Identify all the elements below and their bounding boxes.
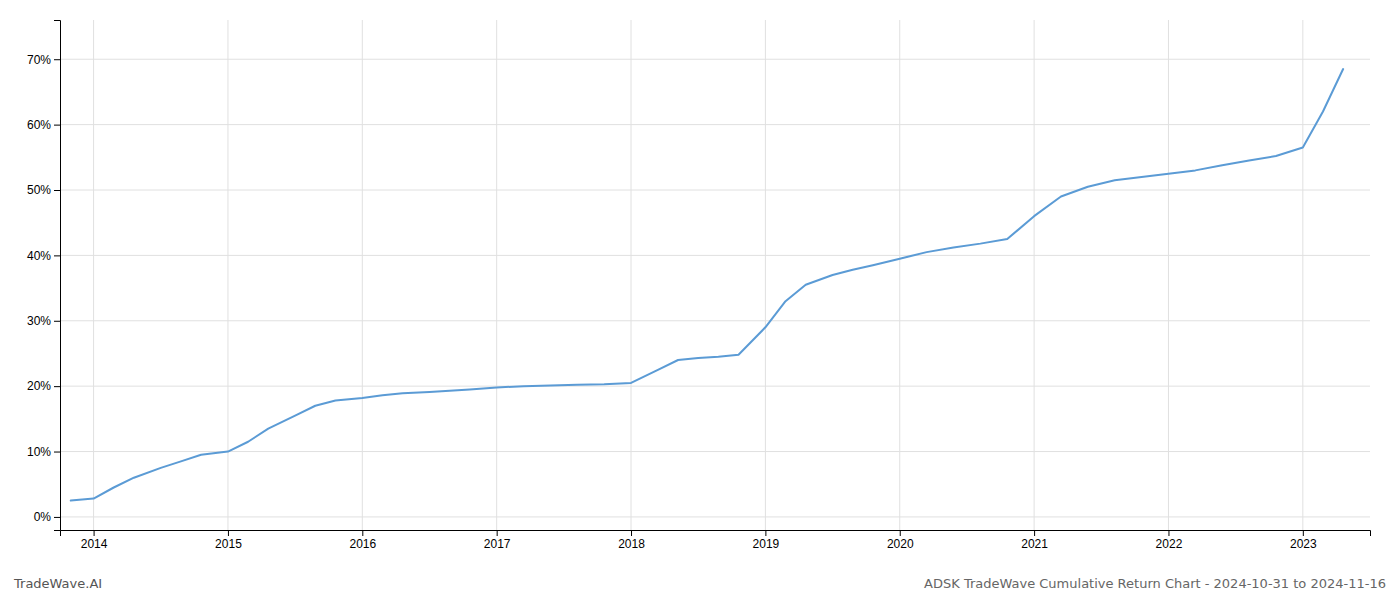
y-tick: 20% (27, 379, 60, 393)
grid-line-y (60, 59, 1370, 60)
y-tick: 60% (27, 118, 60, 132)
y-tick: 30% (27, 314, 60, 328)
x-tick: 2016 (349, 530, 376, 551)
grid-line-x (1034, 20, 1035, 530)
x-tick-label: 2020 (887, 537, 914, 551)
y-tick-mark (54, 255, 60, 256)
y-axis: 0% 10% 20% 30% 40% 50% 60% 70% (27, 21, 61, 531)
y-tick-label: 10% (27, 445, 51, 459)
y-axis-line (54, 21, 61, 531)
x-tick-mark (900, 530, 901, 536)
y-tick-mark (54, 321, 60, 322)
grid-line-x (631, 20, 632, 530)
series (71, 69, 1343, 501)
y-tick-label: 0% (34, 510, 52, 524)
grid-line-x (227, 20, 228, 530)
grid-line-y (60, 386, 1370, 387)
grid-line-y (60, 451, 1370, 452)
grid-line-y (60, 255, 1370, 256)
x-tick-label: 2021 (1021, 537, 1048, 551)
x-axis: 2014 2015 2016 2017 2018 2019 2020 2021 2022 2023 (61, 530, 1371, 551)
x-tick-mark (228, 530, 229, 536)
y-tick-label: 50% (27, 183, 51, 197)
x-tick: 2019 (753, 530, 780, 551)
x-tick: 2015 (215, 530, 242, 551)
y-tick: 0% (34, 510, 60, 524)
watermark: TradeWave.AI (13, 576, 102, 591)
y-tick-mark (54, 125, 60, 126)
line (71, 69, 1343, 501)
x-tick: 2020 (887, 530, 914, 551)
x-tick-mark (1034, 530, 1035, 536)
x-tick-label: 2017 (484, 537, 511, 551)
grid-line-x (1168, 20, 1169, 530)
x-tick-label: 2023 (1290, 537, 1317, 551)
grid-line-y (60, 190, 1370, 191)
y-tick-mark (54, 452, 60, 453)
grid-line-x (1302, 20, 1303, 530)
y-tick-label: 60% (27, 118, 51, 132)
x-tick: 2023 (1290, 530, 1317, 551)
x-tick-label: 2018 (618, 537, 645, 551)
grid-line-y (60, 320, 1370, 321)
y-tick-label: 20% (27, 379, 51, 393)
x-tick-mark (765, 530, 766, 536)
y-tick-label: 30% (27, 314, 51, 328)
x-tick-mark (631, 530, 632, 536)
y-tick: 10% (27, 445, 60, 459)
grid-line-x (899, 20, 900, 530)
x-tick-label: 2019 (753, 537, 780, 551)
x-tick: 2022 (1156, 530, 1183, 551)
y-tick: 40% (27, 249, 60, 263)
x-tick: 2018 (618, 530, 645, 551)
x-tick: 2021 (1021, 530, 1048, 551)
grid-line-y (60, 124, 1370, 125)
x-tick-mark (497, 530, 498, 536)
grid-line-y (60, 516, 1370, 517)
grid-line-x (765, 20, 766, 530)
y-tick-mark (54, 386, 60, 387)
x-tick-mark (362, 530, 363, 536)
x-tick-mark (1303, 530, 1304, 536)
grid-line-x (93, 20, 94, 530)
y-tick-mark (54, 59, 60, 60)
x-tick-mark (1168, 530, 1169, 536)
y-tick-label: 70% (27, 53, 51, 67)
x-tick-label: 2015 (215, 537, 242, 551)
y-tick: 50% (27, 183, 60, 197)
y-tick-mark (54, 517, 60, 518)
x-tick: 2014 (81, 530, 108, 551)
y-tick-mark (54, 190, 60, 191)
grid-line-x (496, 20, 497, 530)
x-tick-label: 2022 (1156, 537, 1183, 551)
title: ADSK TradeWave Cumulative Return Chart -… (924, 576, 1386, 591)
x-tick: 2017 (484, 530, 511, 551)
x-tick-label: 2016 (349, 537, 376, 551)
grid (60, 20, 1370, 530)
grid-line-x (362, 20, 363, 530)
chart: 2014 2015 2016 2017 2018 2019 2020 2021 2022 2023… (0, 0, 1400, 600)
x-axis-line (61, 531, 1371, 537)
plot-area: 2014 2015 2016 2017 2018 2019 2020 2021 2022 2023… (27, 20, 1371, 551)
x-tick-mark (94, 530, 95, 536)
y-tick-label: 40% (27, 249, 51, 263)
y-tick: 70% (27, 53, 60, 67)
x-tick-label: 2014 (81, 537, 108, 551)
